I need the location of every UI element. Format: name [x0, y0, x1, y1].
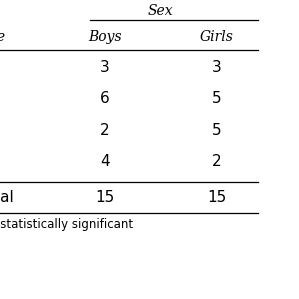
Text: 3: 3	[212, 60, 222, 75]
Text: 15: 15	[95, 190, 114, 205]
Text: 3: 3	[100, 60, 109, 75]
Text: Age: Age	[0, 30, 5, 44]
Text: 2: 2	[212, 154, 222, 169]
Text: Total: Total	[0, 190, 13, 205]
Text: Boys: Boys	[88, 30, 121, 44]
Text: 6: 6	[100, 91, 109, 106]
Text: 5: 5	[212, 123, 222, 138]
Text: 5: 5	[212, 91, 222, 106]
Text: 4: 4	[100, 154, 109, 169]
Text: Sex: Sex	[148, 4, 173, 18]
Text: Girls: Girls	[200, 30, 234, 44]
Text: 2: 2	[100, 123, 109, 138]
Text: 15: 15	[207, 190, 226, 205]
Text: *Not statistically significant: *Not statistically significant	[0, 218, 133, 231]
